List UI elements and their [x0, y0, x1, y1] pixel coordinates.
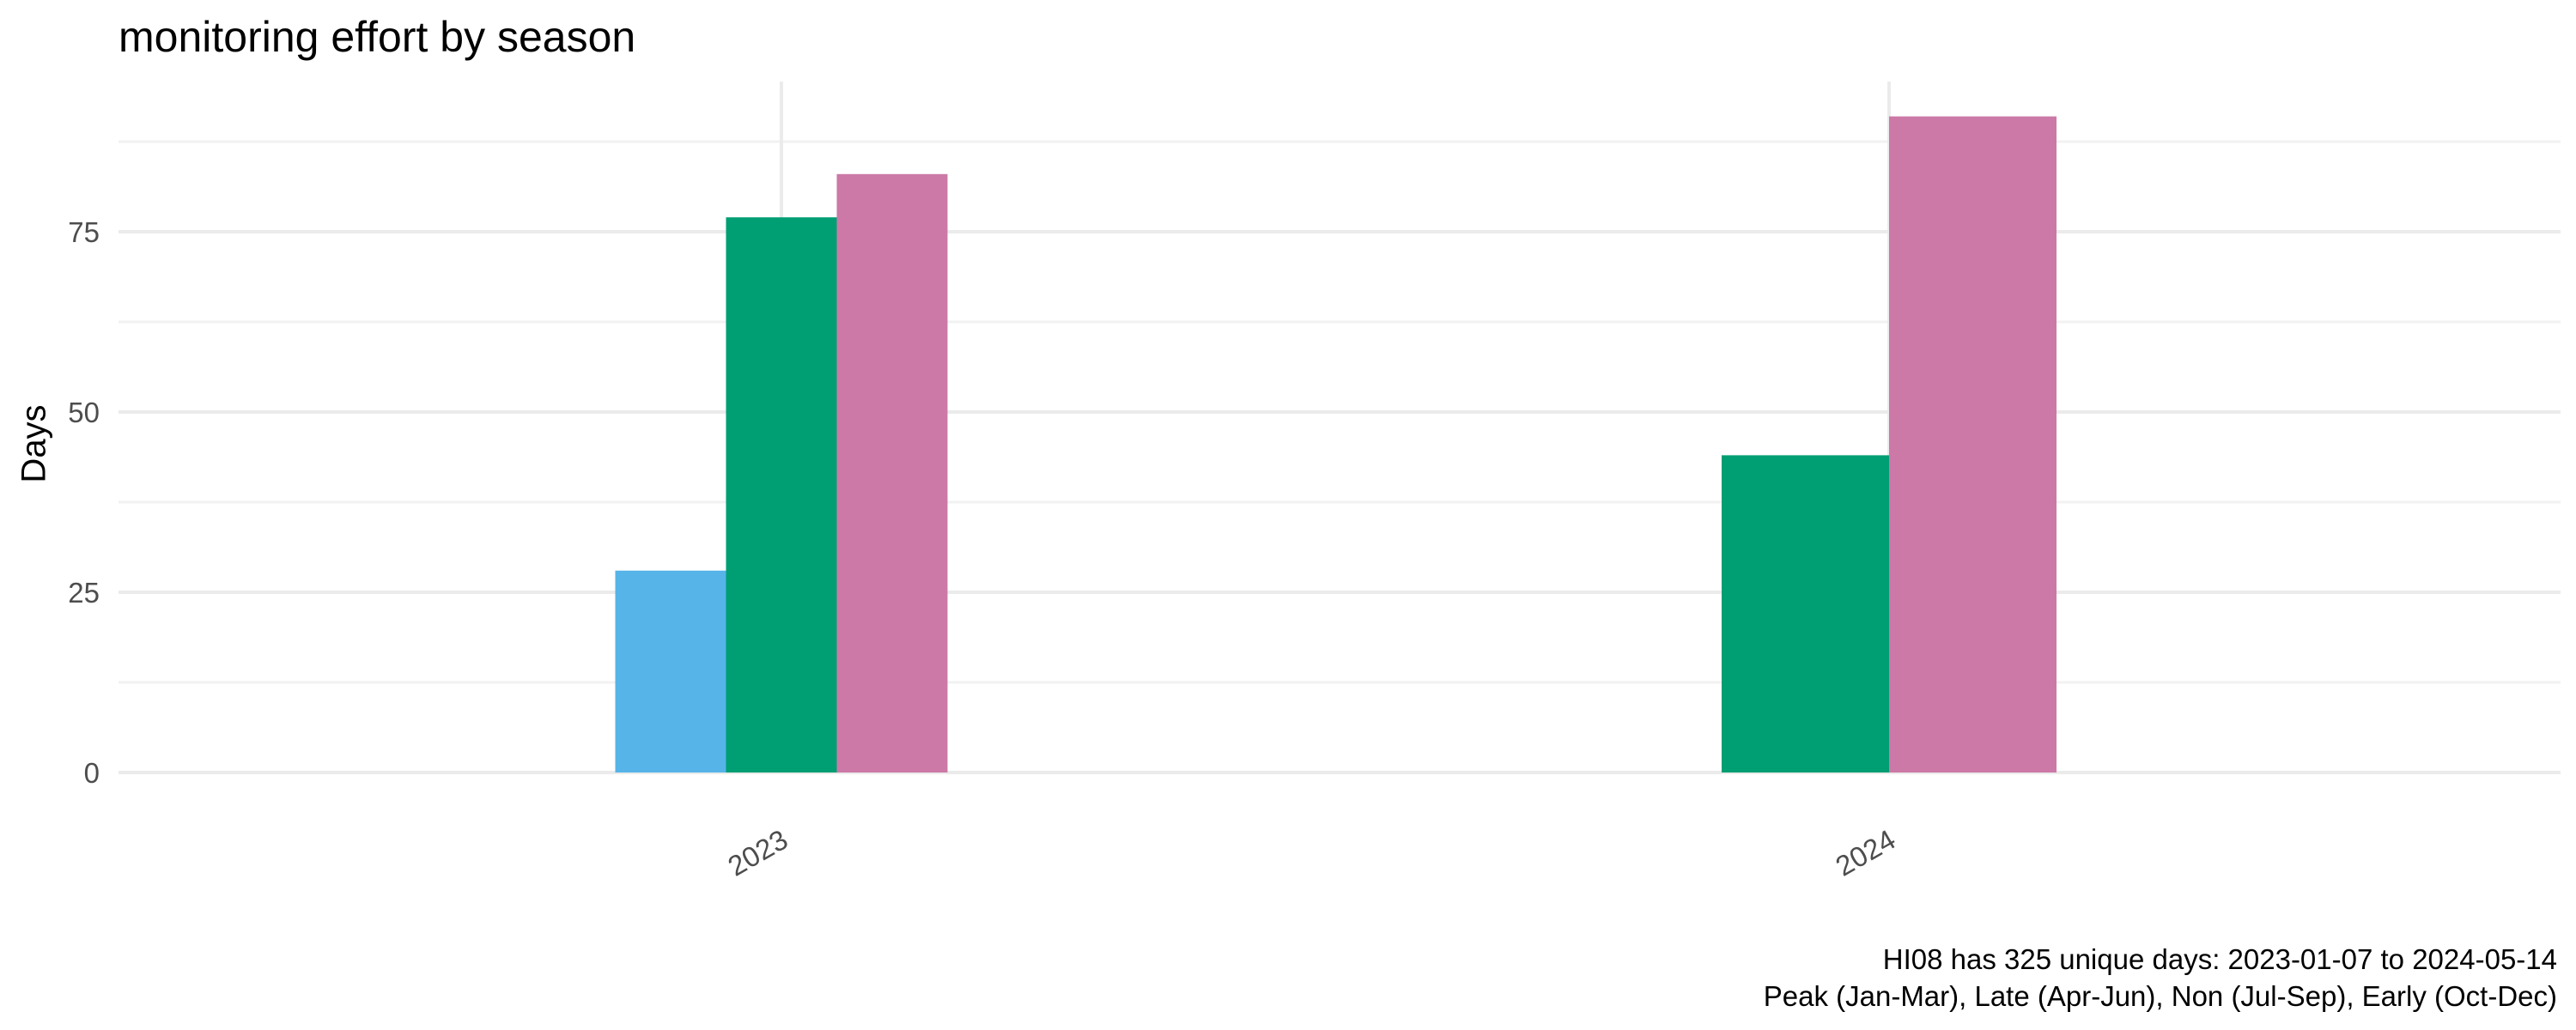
y-tick-label: 0 [84, 757, 100, 789]
bar [615, 570, 726, 772]
bar [1889, 116, 2057, 773]
x-tick-label: 2024 [1830, 823, 1900, 882]
y-axis-ticks: 0 25 50 75 [68, 216, 100, 789]
bar [726, 217, 837, 772]
y-tick-label: 50 [68, 397, 100, 428]
y-tick-label: 25 [68, 577, 100, 609]
bars [615, 116, 2057, 773]
chart-title: monitoring effort by season [118, 13, 636, 61]
bar [836, 173, 948, 773]
bar [1722, 455, 1889, 772]
caption-line: HI08 has 325 unique days: 2023-01-07 to … [1882, 943, 2557, 975]
grid-lines [118, 82, 2561, 774]
caption-line: Peak (Jan-Mar), Late (Apr-Jun), Non (Jul… [1763, 980, 2557, 1012]
x-tick-label: 2023 [722, 823, 793, 882]
chart-caption: HI08 has 325 unique days: 2023-01-07 to … [1764, 941, 2557, 1015]
y-tick-label: 75 [68, 216, 100, 248]
x-axis-ticks: 2023 2024 [722, 823, 1900, 882]
